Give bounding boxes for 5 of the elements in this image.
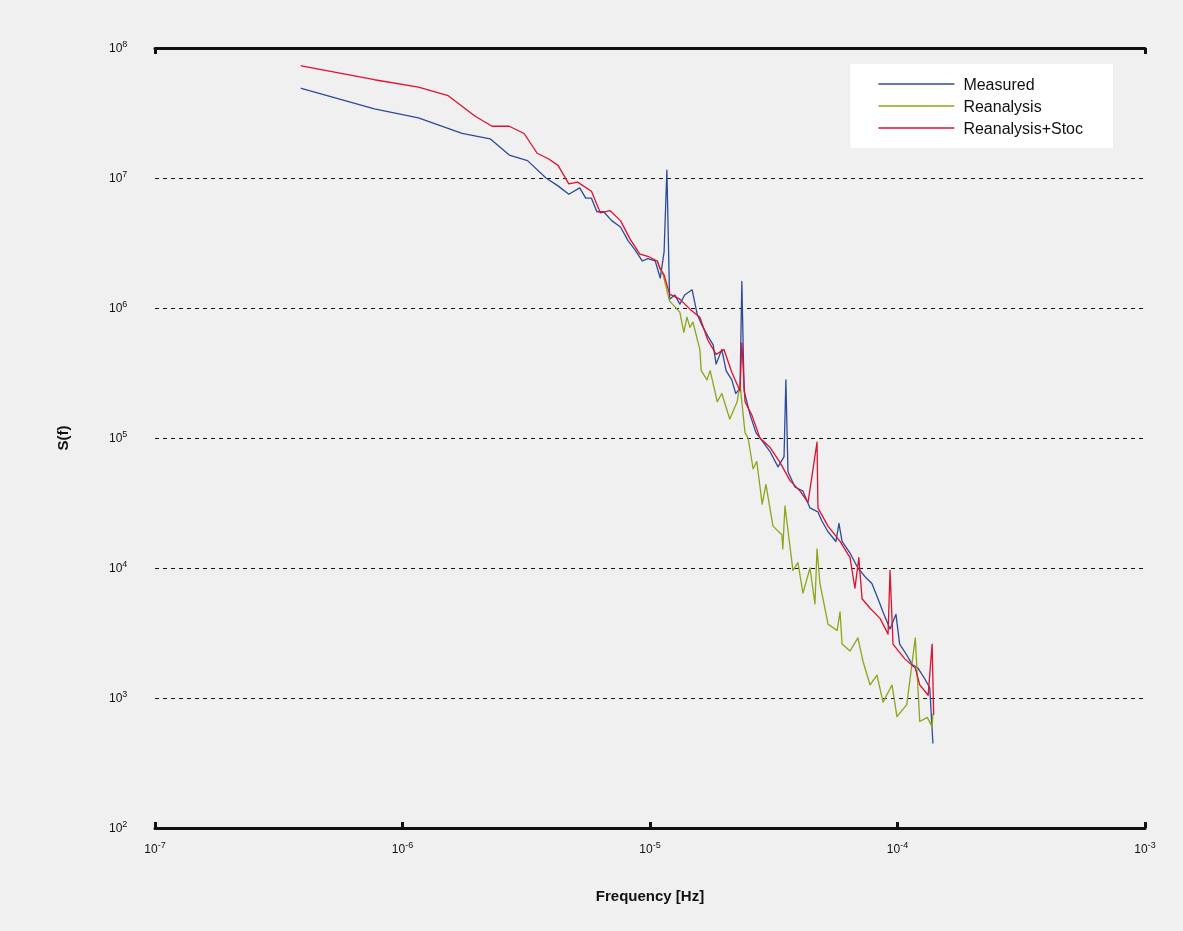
x-axis-title: Frequency [Hz] xyxy=(595,887,705,904)
y-axis-title: S(f) xyxy=(54,425,71,451)
legend-label: Reanalysis+Stoc xyxy=(963,119,1084,137)
legend-label: Measured xyxy=(963,75,1035,93)
legend-label: Reanalysis xyxy=(963,97,1042,115)
